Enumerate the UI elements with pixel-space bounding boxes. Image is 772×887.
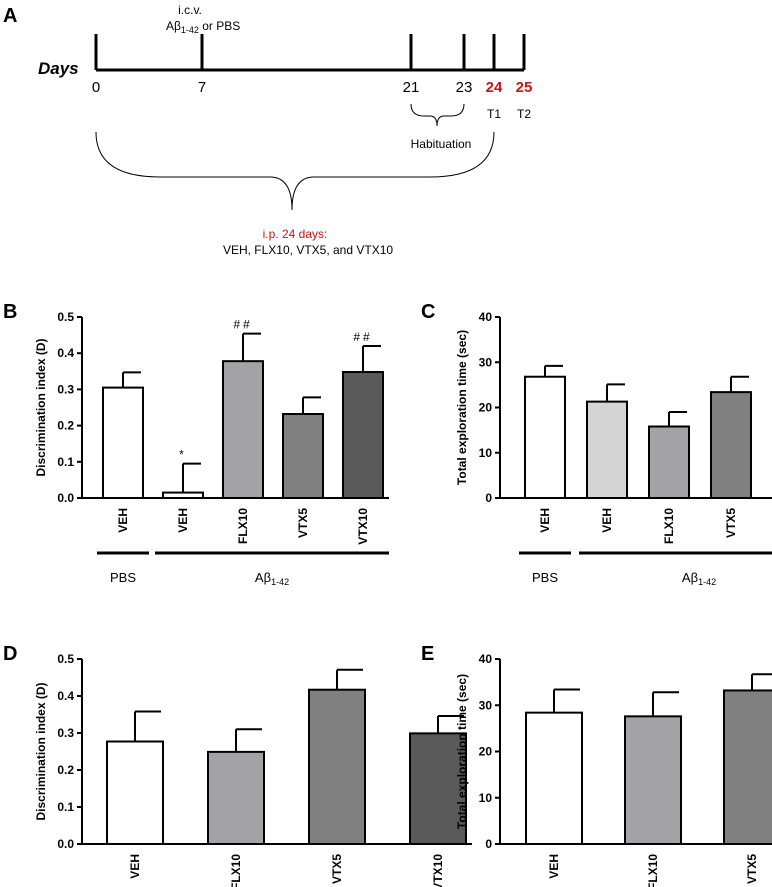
chart-b-y-tick-label: 0.3 [57, 382, 74, 396]
chart-c-group-label-abeta: Aβ1-42 [682, 570, 716, 587]
chart-e-total-exploration-time: 0 10 20 30 40 Total exploration time (sec) VEH… [455, 652, 772, 887]
chart-b-group-label-pbs: PBS [110, 570, 136, 585]
chart-b-bar-veh [102, 386, 144, 499]
habituation-brace [410, 103, 465, 127]
chart-c-category-label: FLX10 [662, 508, 676, 544]
chart-d-category-label: VEH [128, 854, 142, 879]
chart-e-y-tick-label: 30 [479, 698, 493, 712]
panel-label-a: A [3, 5, 17, 27]
chart-e-y-tick-label: 40 [479, 652, 493, 666]
chart-c-y-label: Total exploration time (sec) [455, 330, 469, 485]
chart-c-y-tick-label: 10 [479, 446, 493, 460]
chart-c-y-tick-label: 40 [479, 310, 493, 324]
day-label-0: 0 [92, 79, 100, 96]
chart-b-discrimination-index: 0.0 0.1 0.2 0.3 0.4 0.5 Discrimination index (… [34, 310, 389, 587]
trial-label-t1: T1 [487, 107, 501, 121]
icv-treatment-label: Aβ1-42 or PBS [166, 19, 240, 35]
chart-b-bar-vtx5 [282, 413, 324, 499]
chart-e-bar-veh [525, 711, 583, 846]
chart-c-category-label: VTX5 [724, 508, 738, 538]
treatment-brace [95, 131, 495, 211]
chart-b-bar-vtx10 [342, 371, 384, 499]
chart-e-y-tick-label: 20 [479, 745, 493, 759]
day-label-23: 23 [456, 79, 473, 96]
chart-e-category-label: VEH [547, 854, 561, 879]
chart-e-y-tick-label: 10 [479, 791, 493, 805]
chart-c-bar-flx10 [648, 425, 690, 500]
chart-b-category-label: VEH [176, 508, 190, 533]
chart-d-y-tick-label: 0.3 [57, 726, 74, 740]
chart-b-category-label: FLX10 [236, 508, 250, 544]
chart-b-significance-label: * [179, 448, 187, 462]
chart-b-significance-label: ## [353, 330, 372, 344]
chart-d-discrimination-index: 0.0 0.1 0.2 0.3 0.4 0.5 Discrimination index (… [34, 652, 472, 887]
chart-d-y-tick-label: 0.4 [57, 689, 74, 703]
timeline-panel: A Days 0 7 21 23 24 25 T1 T2 i.c.v. Aβ1-… [3, 3, 532, 257]
chart-c-total-exploration-time: 0 10 20 30 40 Total exploration time (sec) VEH… [455, 310, 772, 587]
chart-d-y-label: Discrimination index (D) [34, 682, 48, 820]
chart-b-y-label: Discrimination index (D) [34, 338, 48, 476]
chart-d-y-tick-label: 0.0 [57, 837, 74, 851]
habituation-label: Habituation [411, 137, 472, 151]
icv-label: i.c.v. [178, 3, 202, 17]
panel-label-b: B [3, 301, 17, 323]
trial-label-t2: T2 [517, 107, 531, 121]
chart-b-category-label: VTX5 [296, 508, 310, 538]
chart-d-bar-veh [106, 740, 164, 846]
day-label-24: 24 [486, 79, 503, 96]
day-label-21: 21 [403, 79, 420, 96]
chart-e-category-label: FLX10 [646, 854, 660, 887]
chart-b-category-label: VEH [116, 508, 130, 533]
chart-e-y-label: Total exploration time (sec) [455, 674, 469, 829]
timeline-axis-label: Days [38, 59, 79, 78]
chart-d-y-tick-label: 0.1 [57, 800, 74, 814]
chart-b-group-label-abeta: Aβ1-42 [255, 570, 289, 587]
chart-b-bar-flx10 [222, 360, 264, 499]
chart-d-category-label: VTX5 [330, 854, 344, 884]
chart-e-category-label: VTX5 [745, 854, 759, 884]
chart-c-y-tick-label: 30 [479, 355, 493, 369]
chart-c-bar-veh [524, 375, 566, 500]
chart-c-group-label-pbs: PBS [532, 570, 558, 585]
chart-d-category-label: FLX10 [229, 854, 243, 887]
chart-d-y-tick-label: 0.2 [57, 763, 74, 777]
chart-c-category-label: VEH [600, 508, 614, 533]
chart-d-y-tick-label: 0.5 [57, 652, 74, 666]
ip-label: i.p. 24 days: [263, 227, 328, 241]
chart-c-category-label: VEH [538, 508, 552, 533]
chart-e-bar-vtx5 [723, 689, 772, 846]
chart-b-category-label: VTX10 [356, 508, 370, 545]
treatments-label: VEH, FLX10, VTX5, and VTX10 [223, 243, 393, 257]
chart-b-bar-veh [162, 491, 204, 500]
panel-label-c: C [421, 301, 435, 323]
chart-d-bar-vtx5 [308, 688, 366, 846]
chart-d-bar-flx10 [207, 750, 265, 845]
panel-label-e: E [421, 643, 434, 665]
day-label-7: 7 [198, 79, 206, 96]
chart-b-y-tick-label: 0.2 [57, 419, 74, 433]
chart-d-bar-vtx10 [409, 732, 467, 845]
chart-b-y-tick-label: 0.1 [57, 455, 74, 469]
chart-c-bar-veh [586, 400, 628, 499]
chart-c-y-tick-label: 20 [479, 401, 493, 415]
chart-c-bar-vtx5 [710, 391, 752, 499]
chart-b-y-tick-label: 0.0 [57, 491, 74, 505]
chart-b-significance-label: ## [233, 318, 252, 332]
chart-b-y-tick-label: 0.4 [57, 346, 74, 360]
chart-b-y-tick-label: 0.5 [57, 310, 74, 324]
day-label-25: 25 [516, 79, 533, 96]
chart-d-category-label: VTX10 [431, 854, 445, 887]
panel-label-d: D [3, 643, 17, 665]
chart-c-y-tick-label: 0 [485, 491, 492, 505]
chart-e-bar-flx10 [624, 715, 682, 845]
chart-e-y-tick-label: 0 [485, 837, 492, 851]
